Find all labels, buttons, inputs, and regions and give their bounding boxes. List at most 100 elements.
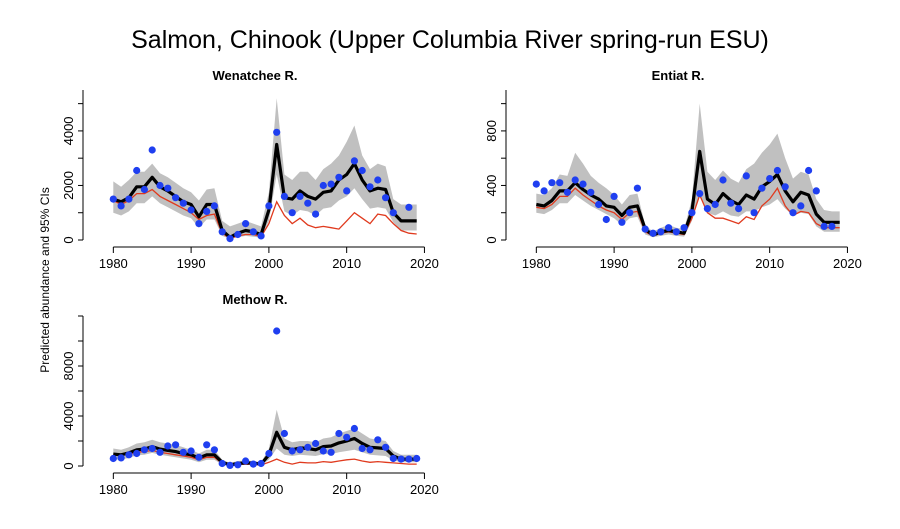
observed-point <box>312 210 320 218</box>
observed-point <box>413 454 421 463</box>
observed-point <box>672 228 680 236</box>
observed-point <box>319 447 327 455</box>
observed-point <box>579 180 587 188</box>
observed-point <box>226 235 234 243</box>
observed-point <box>382 443 390 451</box>
observed-point <box>696 190 704 198</box>
x-tick-label: 2020 <box>410 482 439 497</box>
observed-point <box>273 327 281 335</box>
panel-title: Wenatchee R. <box>212 68 297 83</box>
observed-point <box>156 181 164 190</box>
y-axis-label: Predicted abundance and 95% CIs <box>38 187 52 372</box>
y-tick-label: 2000 <box>61 171 76 200</box>
observed-point <box>265 449 273 458</box>
observed-point <box>203 207 211 215</box>
observed-point <box>540 187 548 195</box>
observed-point <box>703 205 712 213</box>
observed-point <box>350 424 358 433</box>
x-tick-label: 1990 <box>177 482 206 497</box>
observed-point <box>350 157 358 165</box>
observed-point <box>210 202 218 210</box>
observed-point <box>156 448 164 456</box>
observed-point <box>249 460 257 468</box>
observed-point <box>595 200 603 209</box>
observed-point <box>288 447 296 455</box>
x-tick-label: 1980 <box>99 482 128 497</box>
observed-point <box>397 455 405 463</box>
y-tick-label: 0 <box>61 462 76 469</box>
observed-point <box>265 202 273 210</box>
observed-point <box>773 166 782 175</box>
observed-point <box>109 195 117 203</box>
x-tick-label: 2010 <box>332 256 361 271</box>
x-tick-label: 1980 <box>522 256 551 271</box>
observed-point <box>327 448 335 456</box>
observed-point <box>164 442 172 450</box>
observed-point <box>234 230 242 239</box>
observed-point <box>125 195 133 203</box>
observed-point <box>327 180 335 188</box>
observed-point <box>805 166 813 175</box>
observed-point <box>633 184 642 192</box>
observed-point <box>797 202 805 210</box>
observed-point <box>626 209 634 217</box>
observed-point <box>133 449 141 458</box>
observed-point <box>280 429 288 438</box>
y-tick-label: 4000 <box>61 116 76 145</box>
observed-point <box>665 224 673 232</box>
observed-point <box>688 209 696 217</box>
y-tick-label: 400 <box>484 175 499 197</box>
x-tick-label: 2020 <box>833 256 862 271</box>
observed-point <box>273 128 281 136</box>
observed-point <box>218 228 226 236</box>
observed-point <box>571 176 579 184</box>
observed-point <box>280 192 288 200</box>
x-tick-label: 1980 <box>99 256 128 271</box>
observed-point <box>133 166 141 175</box>
observed-point <box>758 184 766 192</box>
observed-point <box>117 202 125 210</box>
observed-point <box>109 454 117 463</box>
observed-point <box>257 459 265 468</box>
observed-point <box>257 232 265 240</box>
x-tick-label: 2010 <box>332 482 361 497</box>
observed-point <box>343 187 351 195</box>
observed-point <box>735 205 743 213</box>
observed-point <box>195 220 203 228</box>
y-tick-label: 800 <box>484 120 499 142</box>
observed-point <box>405 455 413 463</box>
observed-point <box>172 441 180 449</box>
observed-point <box>140 446 148 454</box>
observed-point <box>382 194 390 202</box>
observed-point <box>164 184 172 192</box>
x-tick-label: 2000 <box>254 256 283 271</box>
observed-point <box>218 459 226 468</box>
observed-point <box>820 222 828 230</box>
estimate-line <box>112 142 417 239</box>
observed-point <box>148 444 156 453</box>
observed-point <box>812 187 820 195</box>
observed-point <box>358 166 366 175</box>
observed-point <box>727 199 735 207</box>
observed-point <box>405 203 413 211</box>
observed-point <box>335 173 343 181</box>
observed-point <box>296 192 304 200</box>
observed-point <box>618 218 626 226</box>
observed-point <box>234 461 242 469</box>
figure-title: Salmon, Chinook (Upper Columbia River sp… <box>131 26 769 54</box>
observed-point <box>148 146 156 154</box>
observed-point <box>374 436 382 444</box>
x-tick-label: 2010 <box>755 256 784 271</box>
observed-point <box>828 222 836 230</box>
observed-point <box>358 444 366 453</box>
observed-point <box>172 194 180 202</box>
observed-point <box>649 229 657 237</box>
observed-point <box>249 228 257 236</box>
observed-point <box>343 433 351 441</box>
observed-point <box>312 439 320 448</box>
observed-point <box>389 209 397 217</box>
observed-point <box>556 179 564 187</box>
x-tick-label: 1990 <box>600 256 629 271</box>
